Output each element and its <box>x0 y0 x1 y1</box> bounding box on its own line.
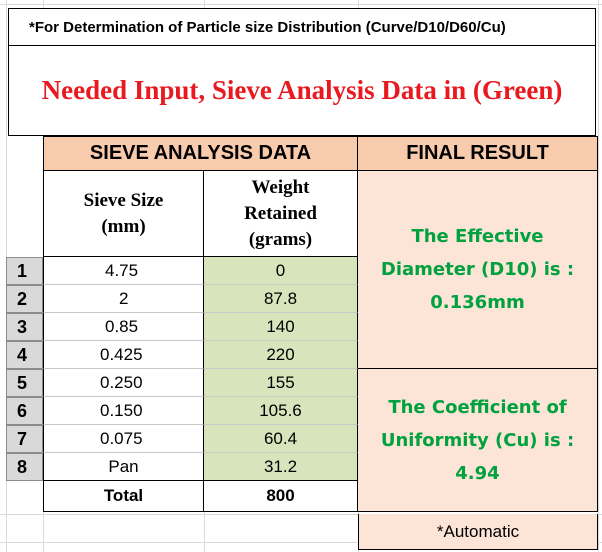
row-number[interactable]: 6 <box>6 397 43 425</box>
sieve-size-cell[interactable]: 0.425 <box>43 341 204 369</box>
sieve-size-label: Sieve Size <box>83 189 164 211</box>
total-value-cell: 800 <box>204 481 358 512</box>
automatic-note: *Automatic <box>436 521 520 541</box>
weight-retained-cell[interactable]: 31.2 <box>204 453 358 481</box>
cu-result-panel: The Coefficient of Uniformity (Cu) is : … <box>358 369 598 512</box>
sieve-size-cell[interactable]: 0.150 <box>43 397 204 425</box>
note-text: *For Determination of Particle size Dist… <box>29 18 506 36</box>
weight-retained-cell[interactable]: 155 <box>204 369 358 397</box>
weight-label: Weight <box>251 176 310 198</box>
d10-result-value: 0.136mm <box>430 292 525 313</box>
total-value: 800 <box>266 486 295 505</box>
row-number[interactable]: 8 <box>6 453 43 481</box>
d10-result-panel: The Effective Diameter (D10) is : 0.136m… <box>358 171 598 369</box>
cu-result-line: The Coefficient of <box>388 396 567 418</box>
cu-result-value: 4.94 <box>455 462 500 484</box>
gridline <box>0 542 602 543</box>
automatic-note-cell: *Automatic <box>358 514 598 550</box>
total-label: Total <box>103 486 144 505</box>
row-number[interactable]: 3 <box>6 313 43 341</box>
row-number[interactable]: 5 <box>6 369 43 397</box>
sieve-size-cell[interactable]: 0.250 <box>43 369 204 397</box>
d10-result-line: Diameter (D10) is : <box>380 259 575 280</box>
sieve-size-cell[interactable]: 0.85 <box>43 313 204 341</box>
final-result-header: FINAL RESULT <box>358 136 598 171</box>
sieve-analysis-header-text: SIEVE ANALYSIS DATA <box>89 142 312 164</box>
weight-retained-cell[interactable]: 105.6 <box>204 397 358 425</box>
total-label-cell: Total <box>43 481 204 512</box>
gridline <box>598 0 599 552</box>
row-number[interactable]: 4 <box>6 341 43 369</box>
row-number[interactable]: 7 <box>6 425 43 453</box>
weight-retained-cell[interactable]: 60.4 <box>204 425 358 453</box>
row-number[interactable]: 2 <box>6 285 43 313</box>
cu-result-line: Uniformity (Cu) is : <box>380 429 575 451</box>
sieve-size-cell[interactable]: 0.075 <box>43 425 204 453</box>
retained-label: Retained <box>244 202 317 224</box>
grams-unit: (grams) <box>248 228 313 250</box>
weight-retained-cell[interactable]: 140 <box>204 313 358 341</box>
d10-result-line: The Effective <box>411 226 544 247</box>
weight-retained-cell[interactable]: 220 <box>204 341 358 369</box>
sieve-size-column-header: Sieve Size (mm) <box>43 171 204 257</box>
title-cell: Needed Input, Sieve Analysis Data in (Gr… <box>8 46 596 136</box>
final-result-header-text: FINAL RESULT <box>406 142 549 164</box>
note-bar: *For Determination of Particle size Dist… <box>8 8 596 46</box>
sieve-analysis-header: SIEVE ANALYSIS DATA <box>43 136 358 171</box>
weight-retained-cell[interactable]: 0 <box>204 257 358 285</box>
weight-retained-column-header: Weight Retained (grams) <box>204 171 358 257</box>
weight-retained-cell[interactable]: 87.8 <box>204 285 358 313</box>
sieve-size-cell[interactable]: 4.75 <box>43 257 204 285</box>
page-title: Needed Input, Sieve Analysis Data in (Gr… <box>41 75 563 105</box>
sieve-size-cell[interactable]: Pan <box>43 453 204 481</box>
sieve-size-unit: (mm) <box>101 215 146 237</box>
gridline <box>0 514 602 515</box>
sieve-size-cell[interactable]: 2 <box>43 285 204 313</box>
row-number[interactable]: 1 <box>6 257 43 285</box>
gridline <box>0 4 602 5</box>
